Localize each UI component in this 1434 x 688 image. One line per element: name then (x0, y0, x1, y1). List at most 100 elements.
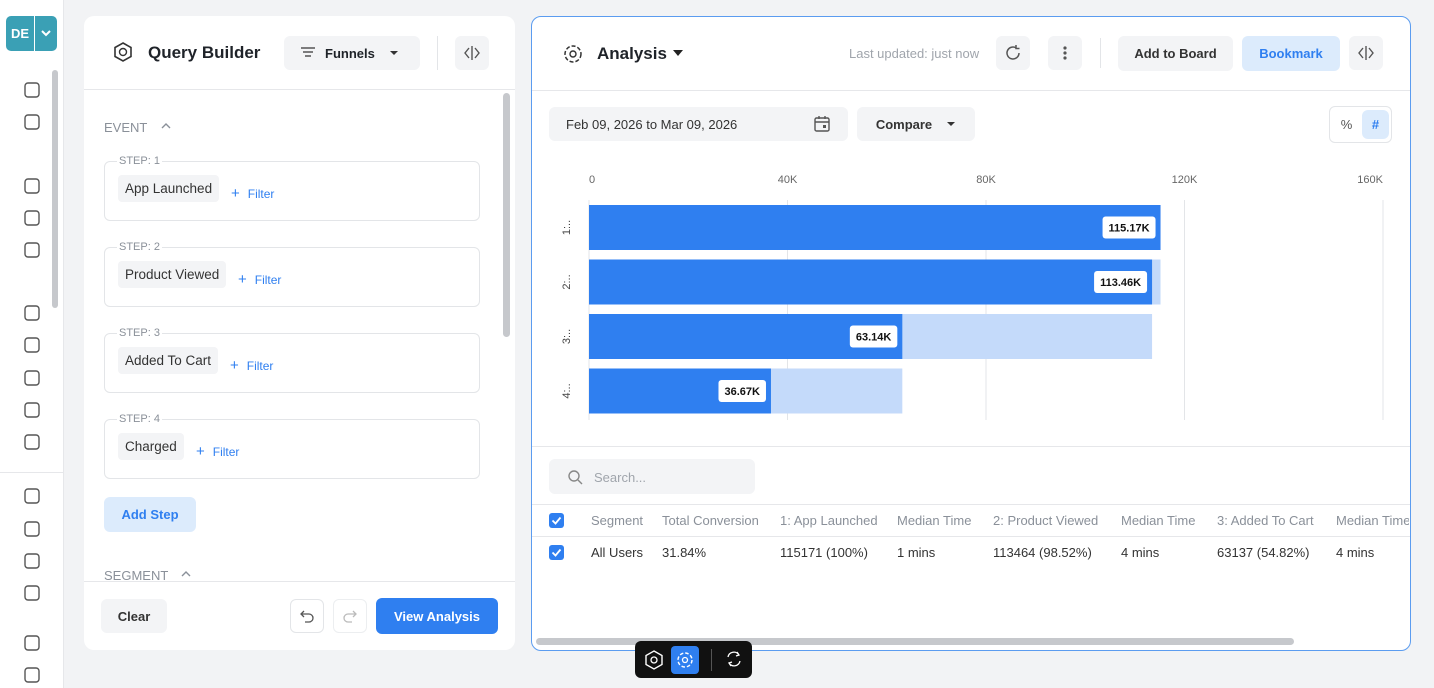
collapse-caret (161, 123, 171, 129)
table-cell: 113464 (98.52%) (993, 545, 1092, 560)
percent-toggle[interactable]: % (1340, 117, 1353, 132)
x-tick-label: 0 (589, 174, 595, 186)
nav-icon-shape (24, 210, 40, 226)
event-chip[interactable]: Charged (118, 433, 184, 460)
date-range-picker[interactable]: Feb 09, 2026 to Mar 09, 2026 (549, 107, 848, 141)
x-tick-label: 160K (1357, 174, 1383, 186)
event-chip[interactable]: Product Viewed (118, 261, 227, 288)
panel-title: Analysis (597, 44, 667, 63)
divider (532, 90, 1410, 91)
step-card (104, 161, 480, 221)
nav-icon[interactable] (23, 584, 41, 602)
x-tick-label: 40K (778, 174, 798, 186)
caret[interactable] (672, 49, 684, 57)
filter-button[interactable]: + Filter (231, 185, 275, 202)
refresh-button[interactable] (996, 36, 1030, 70)
table-cell: 1 mins (897, 545, 936, 560)
redo-icon (343, 610, 357, 623)
step-label: STEP: 4 (117, 413, 162, 425)
divider (532, 504, 1410, 505)
bar[interactable] (589, 259, 1153, 305)
data-label: 36.67K (718, 380, 766, 402)
bookmark-button[interactable]: Bookmark (1242, 36, 1340, 71)
nav-icon[interactable] (23, 369, 41, 387)
table-cell: 31.84% (662, 545, 707, 560)
row-checkbox[interactable] (549, 545, 564, 560)
nav-icon[interactable] (23, 487, 41, 505)
filter-button[interactable]: + Filter (238, 271, 282, 288)
avatar-button[interactable]: DE (6, 16, 57, 51)
analysis-icon (677, 652, 693, 668)
nav-icon[interactable] (23, 552, 41, 570)
query-view-button[interactable] (643, 649, 665, 671)
y-tick-label: 3:.. (561, 329, 573, 344)
data-label-text: 115.17K (1109, 223, 1150, 235)
nav-icon[interactable] (23, 209, 41, 227)
x-tick-label: 80K (976, 174, 996, 186)
nav-icon[interactable] (23, 81, 41, 99)
step-label: STEP: 3 (117, 327, 162, 339)
analysis-view-button[interactable] (671, 646, 699, 674)
nav-icon[interactable] (23, 336, 41, 354)
row-checkbox[interactable] (549, 513, 564, 528)
last-updated: Last updated: just now (849, 46, 980, 61)
column-header: Segment (591, 513, 644, 528)
filter-button[interactable]: + Filter (196, 443, 240, 460)
section-label: EVENT (104, 120, 148, 135)
count-toggle[interactable]: # (1362, 110, 1389, 139)
redo-button[interactable] (333, 599, 367, 633)
analysis-icon (564, 45, 582, 63)
column-header: Median Time (1336, 513, 1409, 528)
caret (947, 122, 956, 126)
y-tick-label: 4:.. (561, 383, 573, 398)
nav-icon[interactable] (23, 666, 41, 684)
scrollbar (52, 70, 58, 308)
collapse-button[interactable] (455, 36, 489, 70)
mode-dropdown[interactable]: Funnels (284, 36, 420, 70)
data-label-box (1102, 216, 1156, 239)
nav-icon-shape (24, 585, 40, 601)
compare-dropdown[interactable]: Compare (857, 107, 975, 141)
nav-icon[interactable] (23, 241, 41, 259)
nav-icon-shape (24, 242, 40, 258)
nav-icon-shape (24, 667, 40, 683)
nav-icon[interactable] (23, 304, 41, 322)
nav-icon[interactable] (23, 113, 41, 131)
caret (389, 51, 398, 55)
search-box[interactable]: Search... (549, 459, 755, 494)
table-cell: 4 mins (1336, 545, 1375, 560)
nav-icon[interactable] (23, 634, 41, 652)
nav-icon[interactable] (23, 401, 41, 419)
event-chip[interactable]: App Launched (118, 175, 220, 202)
data-label-box (718, 380, 766, 402)
divider (34, 16, 35, 51)
nav-icon-shape (24, 434, 40, 450)
nav-icon-shape (24, 370, 40, 386)
panel-title: Query Builder (148, 43, 261, 62)
step-label: STEP: 1 (117, 155, 162, 167)
nav-icon-shape (24, 305, 40, 321)
display-toggle (1329, 106, 1392, 143)
nav-icon[interactable] (23, 433, 41, 451)
mode-label: Funnels (325, 45, 375, 61)
swap-view-button[interactable] (724, 649, 744, 669)
bar[interactable] (589, 205, 1161, 250)
nav-icon-shape (24, 635, 40, 651)
column-header: Total Conversion (662, 513, 759, 528)
add-step-button[interactable]: Add Step (104, 497, 196, 532)
horizontal-scrollbar (536, 638, 1294, 645)
filter-button[interactable]: + Filter (230, 357, 274, 374)
undo-button[interactable] (290, 599, 324, 633)
collapse-caret (181, 571, 191, 577)
nav-icon-shape (24, 114, 40, 130)
y-tick-label: 1:.. (561, 220, 573, 235)
view-analysis-button[interactable]: View Analysis (376, 598, 498, 634)
event-chip[interactable]: Added To Cart (118, 347, 219, 374)
nav-icon[interactable] (23, 177, 41, 195)
nav-icon[interactable] (23, 520, 41, 538)
more-button[interactable] (1048, 36, 1082, 70)
add-to-board-button[interactable]: Add to Board (1118, 36, 1233, 71)
collapse-button[interactable] (1349, 36, 1383, 70)
clear-button[interactable]: Clear (101, 599, 167, 633)
check-icon (551, 516, 562, 525)
